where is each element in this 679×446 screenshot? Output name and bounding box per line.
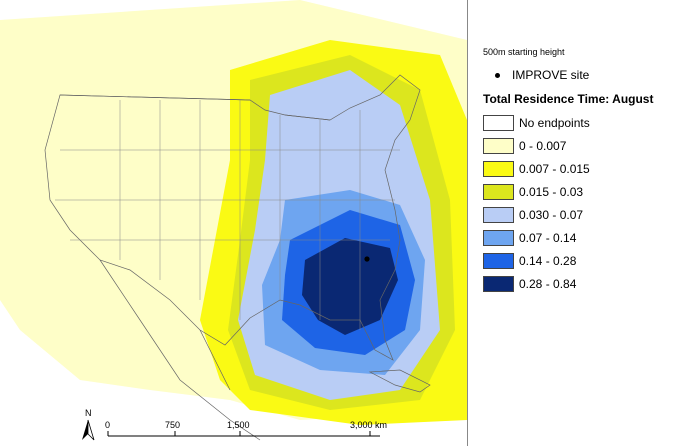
legend-row-label: 0.007 - 0.015 [519,162,590,176]
us-outline [44,74,421,361]
scale-tick-750: 750 [165,420,180,430]
starting-height-label: 500m starting height [483,47,565,57]
mexico-coast [99,259,261,441]
improve-legend-item: IMPROVE site [495,68,589,82]
legend-row-label: 0.14 - 0.28 [519,254,577,268]
swatch [483,138,514,154]
legend-row-label: 0 - 0.007 [519,139,567,153]
swatch [483,276,514,292]
scale-tick-1500: 1,500 [227,420,250,430]
boundaries [44,74,431,441]
legend-row-label: 0.015 - 0.03 [519,185,584,199]
north-label: N [85,408,92,418]
legend-row-1: 0 - 0.007 [483,137,566,155]
improve-site-dot [364,256,370,262]
canada-border [59,94,331,121]
legend-row-label: 0.07 - 0.14 [519,231,577,245]
north-arrow-icon [82,420,88,440]
class-0-84-area [302,238,398,335]
swatch [483,253,514,269]
north-arrow: N [82,408,95,441]
swatch [483,184,514,200]
swatch [483,161,514,177]
legend-row-4: 0.030 - 0.07 [483,206,583,224]
swatch [483,230,514,246]
legend-row-6: 0.14 - 0.28 [483,252,576,270]
legend-row-3: 0.015 - 0.03 [483,183,583,201]
swatch [483,115,514,131]
legend-row-label: No endpoints [519,116,590,130]
swatch [483,207,514,223]
legend-row-2: 0.007 - 0.015 [483,160,590,178]
residence-field [0,0,467,425]
scale-tick-3000: 3,000 km [350,420,387,430]
scale-tick-0: 0 [105,420,110,430]
legend-row-5: 0.07 - 0.14 [483,229,576,247]
legend-row-no-endpoints: No endpoints [483,114,590,132]
legend-row-7: 0.28 - 0.84 [483,275,576,293]
legend-title: Total Residence Time: August [483,92,654,106]
dot-icon [495,72,500,78]
improve-label: IMPROVE site [512,68,590,82]
residence-time-map: N 0 750 1,500 3,000 km [0,0,467,441]
scale-bar: 0 750 1,500 3,000 km [105,420,387,437]
map-panel: N 0 750 1,500 3,000 km [0,0,468,446]
cuba-outline [368,369,431,393]
legend-row-label: 0.28 - 0.84 [519,277,577,291]
legend-row-label: 0.030 - 0.07 [519,208,584,222]
state-lines [55,100,400,330]
